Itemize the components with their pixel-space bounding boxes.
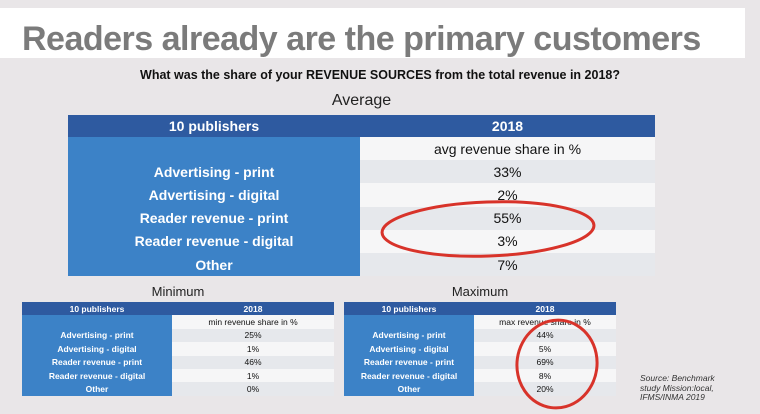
table-row: Advertising - print 33% <box>68 160 655 184</box>
table-row: Reader revenue - print 55% <box>68 206 655 230</box>
maximum-table: 10 publishers 2018 max revenue share in … <box>344 302 616 396</box>
table-row: Advertising - digital 1% <box>22 342 334 356</box>
table-row: Advertising - print 25% <box>22 328 334 343</box>
row-label: Reader revenue - digital <box>22 368 172 383</box>
row-label: Reader revenue - print <box>344 355 474 369</box>
source-line: Source: Benchmark <box>640 373 715 383</box>
table-row: Reader revenue - digital 3% <box>68 229 655 253</box>
row-value: 46% <box>172 355 334 369</box>
minimum-label: Minimum <box>151 284 205 299</box>
subheader-cell: min revenue share in % <box>172 315 334 329</box>
row-value: 55% <box>360 206 655 230</box>
row-value: 44% <box>474 328 616 343</box>
row-value: 8% <box>474 368 616 383</box>
row-value: 2% <box>360 183 655 207</box>
table-subheader-row: min revenue share in % <box>22 315 334 329</box>
table-row: Advertising - digital 2% <box>68 183 655 207</box>
table-row: Advertising - digital 5% <box>344 342 616 356</box>
table-row: Reader revenue - print 46% <box>22 355 334 369</box>
table-row: Reader revenue - digital 8% <box>344 368 616 383</box>
source-note: Source: Benchmark study Mission:local, I… <box>640 373 750 403</box>
row-label: Other <box>68 252 360 277</box>
table-row: Other 20% <box>344 382 616 396</box>
title-bar: Readers already are the primary customer… <box>0 8 745 58</box>
table-header-row: 10 publishers 2018 <box>68 115 655 137</box>
row-value: 25% <box>172 328 334 343</box>
row-label: Advertising - print <box>22 328 172 343</box>
table-header-row: 10 publishers 2018 <box>22 302 334 316</box>
row-label: Other <box>22 382 172 396</box>
subheader-cell: avg revenue share in % <box>360 137 655 161</box>
empty-cell <box>22 315 172 329</box>
minimum-table: 10 publishers 2018 min revenue share in … <box>22 302 334 396</box>
row-label: Advertising - digital <box>68 183 360 207</box>
header-publishers: 10 publishers <box>344 302 474 316</box>
table-row: Other 0% <box>22 382 334 396</box>
row-label: Reader revenue - print <box>68 206 360 230</box>
row-label: Advertising - print <box>344 328 474 343</box>
header-year: 2018 <box>172 302 334 316</box>
row-value: 0% <box>172 382 334 396</box>
header-year: 2018 <box>360 115 655 137</box>
subheader-cell: max revenue share in % <box>474 315 616 329</box>
row-label: Advertising - print <box>68 160 360 184</box>
table-header-row: 10 publishers 2018 <box>344 302 616 316</box>
row-label: Advertising - digital <box>344 342 474 356</box>
row-value: 1% <box>172 368 334 383</box>
row-value: 69% <box>474 355 616 369</box>
row-label: Other <box>344 382 474 396</box>
row-value: 7% <box>360 252 655 277</box>
row-value: 33% <box>360 160 655 184</box>
row-label: Reader revenue - print <box>22 355 172 369</box>
table-row: Reader revenue - print 69% <box>344 355 616 369</box>
table-row: Advertising - print 44% <box>344 328 616 343</box>
header-publishers: 10 publishers <box>22 302 172 316</box>
row-label: Reader revenue - digital <box>344 368 474 383</box>
table-row: Reader revenue - digital 1% <box>22 368 334 383</box>
row-value: 20% <box>474 382 616 396</box>
average-table: 10 publishers 2018 avg revenue share in … <box>68 115 655 277</box>
header-publishers: 10 publishers <box>68 115 360 137</box>
row-label: Reader revenue - digital <box>68 229 360 253</box>
row-label: Advertising - digital <box>22 342 172 356</box>
slide-title: Readers already are the primary customer… <box>22 20 701 58</box>
source-line: study Mission:local, <box>640 382 714 393</box>
source-line: IFMS/INMA 2019 <box>640 392 705 402</box>
average-label: Average <box>331 92 392 109</box>
empty-cell <box>344 315 474 329</box>
row-value: 5% <box>474 342 616 356</box>
table-subheader-row: max revenue share in % <box>344 315 616 329</box>
table-subheader-row: avg revenue share in % <box>68 137 655 161</box>
empty-cell <box>68 137 360 161</box>
maximum-label: Maximum <box>451 284 509 299</box>
survey-question: What was the share of your REVENUE SOURC… <box>140 68 620 82</box>
table-row: Other 7% <box>68 252 655 277</box>
row-value: 1% <box>172 342 334 356</box>
header-year: 2018 <box>474 302 616 316</box>
row-value: 3% <box>360 229 655 253</box>
